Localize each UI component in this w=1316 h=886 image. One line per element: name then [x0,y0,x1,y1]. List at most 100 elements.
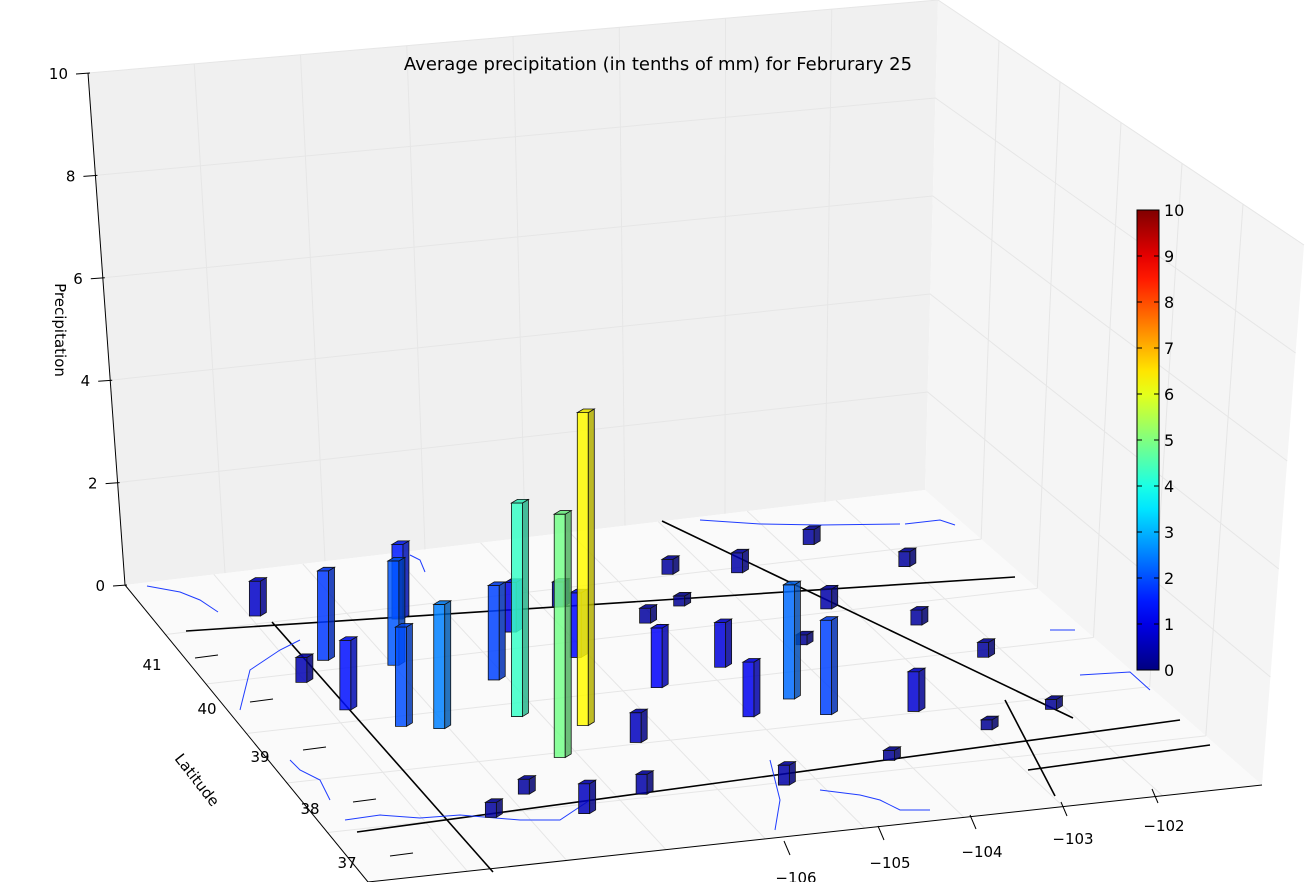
back-grid-line [724,18,726,514]
bar-top [638,604,659,609]
bar-side [918,667,926,713]
river-line [819,789,930,811]
z-tick [98,379,113,382]
z-axis-line [87,72,126,586]
bar-front [673,595,686,607]
z-grid-line [110,293,1280,570]
bar-top [649,624,670,629]
y-tick [352,798,377,803]
bar-front [635,773,648,795]
bar-top [672,592,693,597]
river-line [904,519,956,526]
bar-top [316,566,336,572]
bar-side [498,581,506,681]
z-tick-label: 8 [66,167,76,185]
z-tick [75,72,91,75]
x-tick-label: −104 [961,843,1002,861]
bar-side [661,623,669,689]
y-tick-label: 38 [300,800,319,818]
bar-front [731,552,743,574]
bar-front [578,783,591,814]
bar-side [564,509,572,759]
bar-front [907,671,920,712]
bar-top [819,616,839,621]
bar-top [1044,695,1064,700]
river-line [344,799,591,821]
z-tick-label: 0 [95,577,105,595]
back-grid-line [300,54,326,562]
bar-top [909,606,930,611]
bar-front [883,750,895,761]
back-pane [88,0,938,585]
bar-top [906,667,927,673]
bar-top [247,577,268,582]
bar-top [713,618,734,623]
bar-side [406,622,413,728]
bar-top [819,584,840,590]
bar-side [725,618,733,668]
x-tick [783,840,791,856]
z-tick-label: 6 [73,270,83,288]
y-tick [249,698,274,703]
bar-front [484,801,497,818]
x-tick-label: −106 [775,869,816,882]
colorbar-tick-label: 8 [1164,293,1174,312]
bar-front [487,585,500,681]
bar-top [741,658,762,663]
z-grid-line [95,97,1296,354]
bar-top [386,556,407,562]
y-axis-line [124,584,369,883]
y-tick-label: 37 [337,854,356,872]
bar-front [777,764,790,786]
z-tick [112,584,128,587]
colorbar-tick-label: 9 [1164,247,1174,266]
colorbar-tick-label: 6 [1164,385,1174,404]
bar-front [395,626,407,727]
bar-side [259,576,267,617]
bar-side [753,657,761,718]
river-line [146,585,219,613]
z-grid-line [102,195,1288,462]
bar-top [486,581,507,586]
bar-top [516,775,537,780]
colorbar-tick-label: 10 [1164,201,1184,220]
bar-top [294,653,315,658]
bar-top [801,525,822,530]
bar-front [639,607,652,624]
colorbar-tick-label: 4 [1164,477,1174,496]
bar-side [640,708,648,744]
x-tick [877,825,885,841]
z-axis-label: Precipitation [51,283,69,377]
colorbar-tick-label: 2 [1164,569,1174,588]
bar-front [820,588,833,610]
bar-front [802,529,815,545]
bar-front [339,639,352,711]
back-grid-line [824,9,833,502]
back-grid-line [512,36,526,538]
bar-front [980,719,993,731]
river-line [699,519,901,526]
bar-front [714,622,727,668]
bar-top [510,499,530,504]
colorbar-tick-label: 3 [1164,523,1174,542]
back-grid-line [406,45,426,550]
z-tick [83,174,98,177]
bar-top [628,708,649,714]
right-grid-line [1205,204,1244,736]
state-border-line [1027,744,1211,771]
z-tick [90,277,105,280]
bar-side [522,498,529,718]
bar-top [781,580,802,586]
river-line [239,639,301,711]
bar-front [1045,699,1057,710]
right-grid-line [1036,81,1061,589]
right-pane [925,0,1304,785]
bar-top [881,746,902,751]
bar-top [634,770,655,775]
bar-top [897,547,918,553]
floor-grid-line [246,637,1094,734]
z-tick-label: 4 [81,372,91,390]
state-border-line [661,520,1074,719]
bar-side [350,636,358,711]
bar-top [483,798,504,803]
